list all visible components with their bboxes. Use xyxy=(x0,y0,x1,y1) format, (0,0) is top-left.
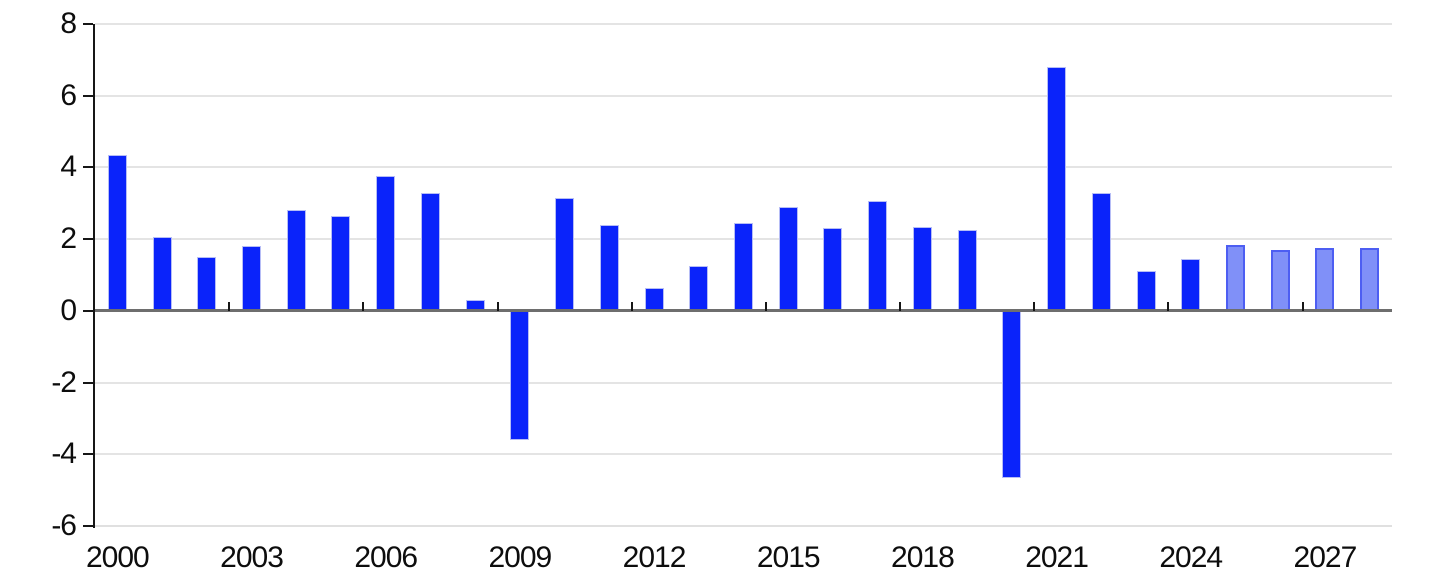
x-axis-tick-2021 xyxy=(1033,301,1036,311)
bar-2005[interactable] xyxy=(331,215,351,311)
bar-2003[interactable] xyxy=(242,246,262,311)
bar-2021[interactable] xyxy=(1047,67,1067,311)
y-axis-tick-8 xyxy=(83,23,93,25)
gridline--4 xyxy=(95,453,1392,456)
bar-2019[interactable] xyxy=(957,230,977,311)
y-axis-tick-2 xyxy=(83,238,93,241)
gridline-4 xyxy=(95,166,1392,169)
x-axis-label-2015: 2015 xyxy=(756,541,821,574)
bar-2024[interactable] xyxy=(1181,258,1201,311)
bar-2007[interactable] xyxy=(420,192,440,311)
x-axis-tick-2018 xyxy=(899,301,902,311)
bar-2012[interactable] xyxy=(644,287,664,311)
bar-2013[interactable] xyxy=(689,266,709,311)
x-axis-tick-2027 xyxy=(1301,301,1304,311)
bar-2017[interactable] xyxy=(868,201,888,311)
y-axis-label--6: -6 xyxy=(51,509,77,542)
y-axis-label-2: 2 xyxy=(60,222,77,256)
y-axis-tick-4 xyxy=(83,166,93,169)
x-axis-label-2000: 2000 xyxy=(85,541,150,574)
x-axis-tick-2006 xyxy=(362,301,365,311)
y-axis-label-8: 8 xyxy=(60,7,77,40)
bar-2014[interactable] xyxy=(734,223,753,311)
gridline-8 xyxy=(95,23,1392,25)
x-axis-label-2003: 2003 xyxy=(220,541,284,574)
x-axis-tick-2009 xyxy=(496,301,499,311)
x-axis-label-2024: 2024 xyxy=(1159,541,1223,574)
x-axis-tick-2024 xyxy=(1167,301,1170,311)
x-axis-label-2021: 2021 xyxy=(1025,541,1089,574)
x-axis-tick-2003 xyxy=(228,301,231,311)
y-axis-tick--4 xyxy=(83,453,93,456)
y-axis-tick-6 xyxy=(83,94,93,97)
bar-2026[interactable] xyxy=(1270,249,1290,311)
zero-line xyxy=(95,309,1392,313)
y-axis-label-4: 4 xyxy=(60,150,77,184)
bar-2001[interactable] xyxy=(152,237,172,311)
gridline--6 xyxy=(95,525,1392,527)
bar-2025[interactable] xyxy=(1225,244,1245,311)
y-axis-label-6: 6 xyxy=(60,78,77,112)
x-axis-tick-2015 xyxy=(764,301,767,311)
x-axis-label-2027: 2027 xyxy=(1293,541,1358,574)
x-axis-label-2006: 2006 xyxy=(354,541,418,574)
bar-2004[interactable] xyxy=(286,210,306,311)
x-axis-tick-2012 xyxy=(630,301,633,311)
x-axis-label-2012: 2012 xyxy=(622,541,687,574)
gridline--2 xyxy=(95,381,1392,384)
y-axis-tick--6 xyxy=(83,525,93,527)
bar-2027[interactable] xyxy=(1315,248,1335,311)
bar-2018[interactable] xyxy=(912,226,932,311)
bar-2015[interactable] xyxy=(778,206,798,311)
x-axis-label-2009: 2009 xyxy=(488,541,553,574)
bar-2028[interactable] xyxy=(1360,248,1380,311)
gridline-6 xyxy=(95,94,1392,97)
y-axis-tick--2 xyxy=(83,381,93,384)
bar-2022[interactable] xyxy=(1091,192,1111,311)
bar-2000[interactable] xyxy=(107,154,127,311)
x-axis-label-2018: 2018 xyxy=(891,541,955,574)
bar-2020[interactable] xyxy=(1002,310,1022,478)
bar-2009[interactable] xyxy=(510,310,530,440)
y-axis-tick-0 xyxy=(83,309,93,312)
bar-2016[interactable] xyxy=(823,228,843,311)
y-axis-label--2: -2 xyxy=(51,365,77,399)
y-axis-label--4: -4 xyxy=(51,437,77,471)
bar-2011[interactable] xyxy=(599,224,619,311)
y-axis-label-0: 0 xyxy=(60,293,77,327)
bar-2010[interactable] xyxy=(555,197,575,311)
bar-2023[interactable] xyxy=(1136,271,1156,311)
y-axis-line xyxy=(93,24,95,528)
bar-2006[interactable] xyxy=(376,176,396,311)
bar-2002[interactable] xyxy=(197,257,217,311)
